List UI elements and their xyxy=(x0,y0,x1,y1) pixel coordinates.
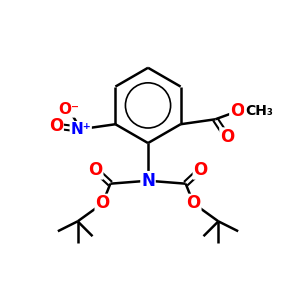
Text: O: O xyxy=(49,117,63,135)
Text: N⁺: N⁺ xyxy=(70,122,91,137)
Text: O: O xyxy=(95,194,110,212)
Text: O: O xyxy=(220,128,234,146)
Text: O: O xyxy=(187,194,201,212)
Text: O⁻: O⁻ xyxy=(58,102,79,117)
Text: O: O xyxy=(88,161,103,179)
Text: O: O xyxy=(230,102,244,120)
Text: N: N xyxy=(141,172,155,190)
Text: O: O xyxy=(194,161,208,179)
Text: CH₃: CH₃ xyxy=(245,104,273,118)
